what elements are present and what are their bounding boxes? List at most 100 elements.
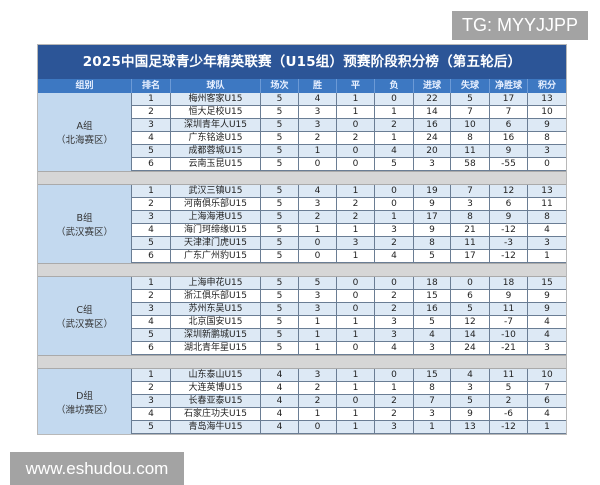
cell-lost: 2	[375, 237, 414, 249]
cell-lost: 0	[375, 277, 414, 289]
cell-points: 8	[544, 212, 550, 222]
cell-won: 0	[299, 158, 337, 170]
table-row: 3 深圳青年人U15 5 3 0 2 16 10 6 9	[132, 119, 566, 132]
cell-goals-for: 8	[414, 382, 451, 394]
cell-played: 5	[261, 316, 299, 328]
column-header: 球队	[171, 79, 261, 93]
column-header: 组别	[38, 79, 132, 93]
cell-points: 4	[544, 330, 550, 340]
cell-drawn: 2	[337, 198, 375, 210]
cell-won: 3	[299, 303, 337, 315]
column-header: 负	[375, 79, 414, 93]
cell-points: 6	[544, 396, 550, 406]
cell-points: 11	[541, 199, 553, 209]
group-separator	[38, 263, 566, 277]
cell-lost: 4	[375, 145, 414, 157]
column-header: 平	[337, 79, 375, 93]
cell-team: 广东广州豹U15	[171, 250, 261, 262]
cell-won: 2	[299, 211, 337, 223]
table-row: 5 青岛海牛U15 4 0 1 3 1 13 -12 1	[132, 421, 566, 434]
group-region: （武汉赛区）	[55, 227, 113, 238]
group-region: （北海赛区）	[55, 135, 113, 146]
cell-goals-against: 3	[451, 382, 490, 394]
cell-team: 广东铭途U15	[171, 132, 261, 144]
cell-rank: 1	[132, 185, 171, 197]
cell-goal-diff: 6	[490, 119, 528, 131]
cell-lost: 1	[375, 106, 414, 118]
watermark-site: www.eshudou.com	[10, 452, 184, 485]
cell-team: 深圳新鹏城U15	[171, 329, 261, 341]
cell-goals-against: 58	[451, 158, 490, 170]
cell-team: 武汉三镇U15	[171, 185, 261, 197]
group-block: A组 （北海赛区） 1 梅州客家U15 5 4 1 0 22 5 17 13 2 恒大足校U15 5 3 1 1 1…	[38, 93, 566, 171]
column-header: 排名	[132, 79, 171, 93]
cell-won: 0	[299, 421, 337, 433]
cell-rank: 4	[132, 316, 171, 328]
group-label: D组 （潍坊赛区）	[38, 369, 132, 434]
cell-rank: 5	[132, 329, 171, 341]
cell-points: 9	[544, 304, 550, 314]
cell-won: 4	[299, 185, 337, 197]
cell-won: 3	[299, 198, 337, 210]
cell-rank: 1	[132, 93, 171, 105]
cell-drawn: 1	[337, 93, 375, 105]
cell-drawn: 1	[337, 369, 375, 381]
cell-team: 石家庄功夫U15	[171, 408, 261, 420]
cell-goals-against: 5	[451, 303, 490, 315]
cell-goal-diff: 9	[490, 211, 528, 223]
cell-played: 5	[261, 93, 299, 105]
cell-drawn: 0	[337, 303, 375, 315]
cell-won: 3	[299, 369, 337, 381]
cell-played: 5	[261, 342, 299, 354]
cell-rank: 3	[132, 303, 171, 315]
group-name: C组	[76, 305, 93, 316]
cell-team: 长春亚泰U15	[171, 395, 261, 407]
table-row: 5 天津津门虎U15 5 0 3 2 8 11 -3 3	[132, 237, 566, 250]
cell-goals-against: 6	[451, 290, 490, 302]
cell-goals-against: 5	[451, 93, 490, 105]
cell-goals-for: 20	[414, 145, 451, 157]
cell-team: 苏州东吴U15	[171, 303, 261, 315]
cell-points: 1	[544, 251, 550, 261]
cell-drawn: 0	[337, 158, 375, 170]
cell-played: 5	[261, 132, 299, 144]
cell-lost: 1	[375, 211, 414, 223]
table-row: 4 广东铭途U15 5 2 2 1 24 8 16 8	[132, 132, 566, 145]
cell-points: 15	[541, 278, 553, 288]
cell-goal-diff: -12	[490, 224, 528, 236]
cell-played: 5	[261, 158, 299, 170]
cell-team: 恒大足校U15	[171, 106, 261, 118]
cell-lost: 2	[375, 395, 414, 407]
cell-team: 山东泰山U15	[171, 369, 261, 381]
column-header: 净胜球	[490, 79, 528, 93]
table-row: 1 山东泰山U15 4 3 1 0 15 4 11 10	[132, 369, 566, 382]
table-row: 6 广东广州豹U15 5 0 1 4 5 17 -12 1	[132, 250, 566, 263]
cell-drawn: 2	[337, 132, 375, 144]
group-block: C组 （武汉赛区） 1 上海申花U15 5 5 0 0 18 0 18 15 2 浙江俱乐部U15 5 3 0 2…	[38, 277, 566, 355]
cell-lost: 0	[375, 369, 414, 381]
cell-won: 3	[299, 119, 337, 131]
cell-rank: 1	[132, 277, 171, 289]
cell-played: 4	[261, 421, 299, 433]
cell-goals-for: 4	[414, 329, 451, 341]
group-name: B组	[76, 213, 93, 224]
table-row: 3 上海海港U15 5 2 2 1 17 8 9 8	[132, 211, 566, 224]
column-header: 场次	[261, 79, 299, 93]
cell-goals-for: 17	[414, 211, 451, 223]
table-row: 2 河南俱乐部U15 5 3 2 0 9 3 6 11	[132, 198, 566, 211]
cell-goal-diff: 11	[490, 303, 528, 315]
cell-goal-diff: -12	[490, 421, 528, 433]
cell-points: 10	[541, 370, 553, 380]
cell-goals-for: 1	[414, 421, 451, 433]
cell-lost: 4	[375, 250, 414, 262]
cell-rank: 6	[132, 342, 171, 354]
cell-drawn: 1	[337, 316, 375, 328]
cell-goals-for: 14	[414, 106, 451, 118]
cell-played: 5	[261, 329, 299, 341]
cell-goal-diff: -6	[490, 408, 528, 420]
cell-goals-for: 16	[414, 303, 451, 315]
cell-goals-against: 14	[451, 329, 490, 341]
cell-rank: 1	[132, 369, 171, 381]
cell-goals-against: 11	[451, 145, 490, 157]
table-row: 5 成都蓉城U15 5 1 0 4 20 11 9 3	[132, 145, 566, 158]
